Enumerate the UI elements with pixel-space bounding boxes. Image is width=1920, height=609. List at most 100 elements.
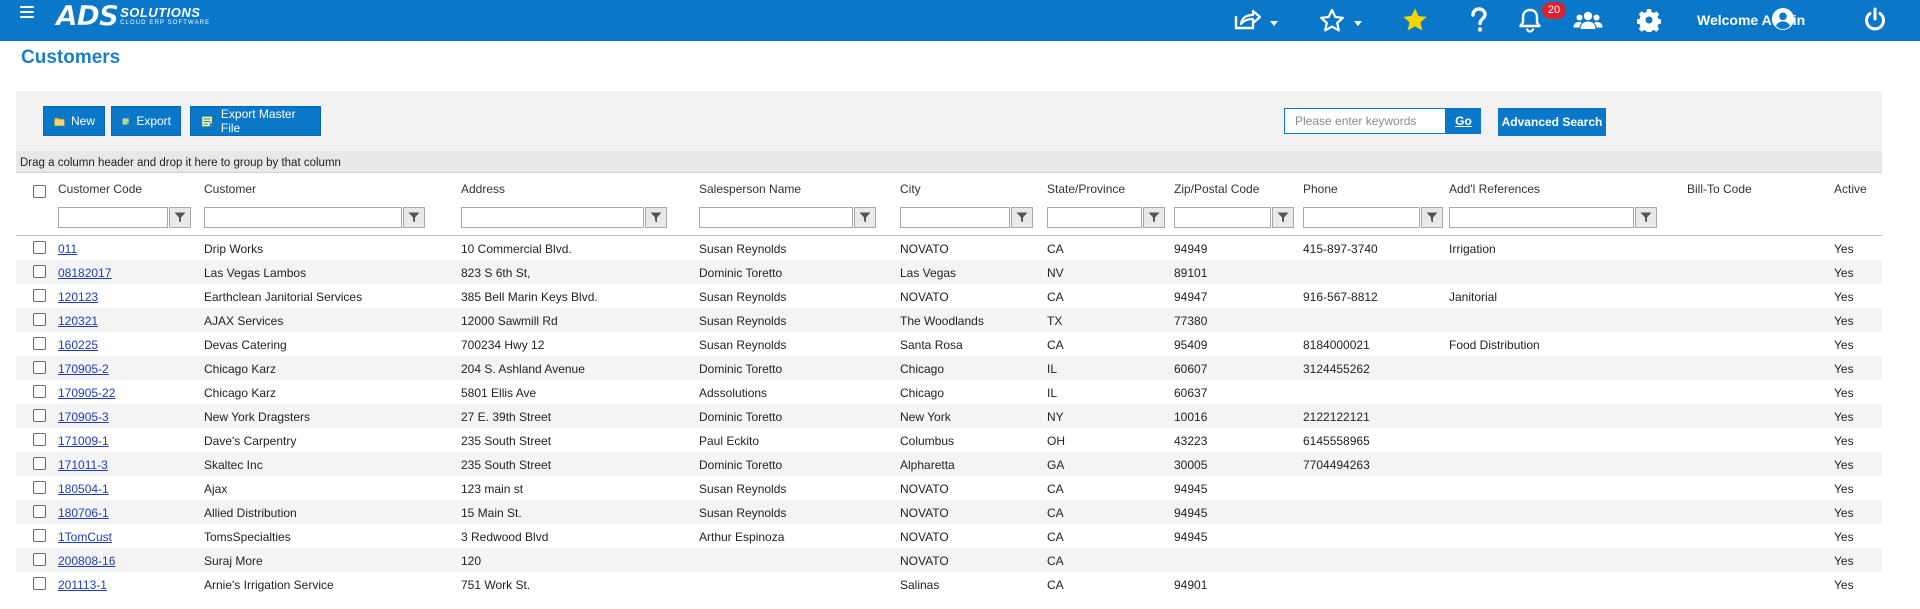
users-icon[interactable] — [1573, 6, 1603, 34]
table-row[interactable]: 120123 Earthclean Janitorial Services 385 … — [16, 284, 1882, 308]
table-row[interactable]: 170905-22 Chicago Karz 5801 Ellis Ave Adsso… — [16, 380, 1882, 404]
column-header-state[interactable]: State/Province — [1047, 182, 1126, 196]
column-header-salesperson[interactable]: Salesperson Name — [699, 182, 802, 196]
column-header-phone[interactable]: Phone — [1303, 182, 1338, 196]
table-row[interactable]: 120321 AJAX Services 12000 Sawmill Rd Susan… — [16, 308, 1882, 332]
row-checkbox[interactable] — [33, 313, 46, 326]
column-header-customer-code[interactable]: Customer Code — [58, 182, 143, 196]
filter-input-state[interactable] — [1047, 207, 1142, 228]
row-checkbox[interactable] — [33, 505, 46, 518]
row-checkbox[interactable] — [33, 481, 46, 494]
filter-input-references[interactable] — [1449, 207, 1634, 228]
select-all-checkbox[interactable] — [33, 185, 46, 198]
row-checkbox[interactable] — [33, 289, 46, 302]
filter-icon[interactable] — [1635, 207, 1657, 228]
customer-code-link[interactable]: 170905-22 — [58, 386, 116, 400]
column-header-address[interactable]: Address — [461, 182, 506, 196]
filter-icon[interactable] — [1011, 207, 1033, 228]
row-checkbox[interactable] — [33, 241, 46, 254]
table-row[interactable]: 180504-1 Ajax 123 main st Susan Reynolds NOV… — [16, 476, 1882, 500]
customer-code-link[interactable]: 171009-1 — [58, 434, 109, 448]
table-row[interactable]: 171011-3 Skaltec Inc 235 South Street Domin… — [16, 452, 1882, 476]
column-header-zip[interactable]: Zip/Postal Code — [1174, 182, 1260, 196]
customer-code-link[interactable]: 170905-2 — [58, 362, 109, 376]
row-checkbox[interactable] — [33, 553, 46, 566]
customer-code-link[interactable]: 180504-1 — [58, 482, 109, 496]
filter-icon[interactable] — [169, 207, 191, 228]
table-row[interactable]: 170905-3 New York Dragsters 27 E. 39th Str… — [16, 404, 1882, 428]
table-row[interactable]: 171009-1 Dave's Carpentry 235 South Street… — [16, 428, 1882, 452]
search-input[interactable] — [1284, 108, 1446, 134]
filter-icon[interactable] — [645, 207, 667, 228]
filter-icon[interactable] — [854, 207, 876, 228]
user-circle-icon[interactable] — [1768, 5, 1798, 33]
filter-input-address[interactable] — [461, 207, 644, 228]
share-icon[interactable] — [1232, 6, 1262, 34]
export-button[interactable]: Export — [111, 106, 181, 136]
row-checkbox[interactable] — [33, 385, 46, 398]
group-by-panel[interactable]: Drag a column header and drop it here to… — [16, 151, 1882, 172]
customer-code-link[interactable]: 1TomCust — [58, 530, 113, 544]
table-row[interactable]: 160225 Devas Catering 700234 Hwy 12 Susan R… — [16, 332, 1882, 356]
customer-code-link[interactable]: 011 — [58, 242, 78, 256]
menu-icon[interactable] — [20, 6, 34, 18]
table-row[interactable]: 1TomCust TomsSpecialties 3 Redwood Blvd Art… — [16, 524, 1882, 548]
customer-code-link[interactable]: 08182017 — [58, 266, 112, 280]
favorites-dropdown-caret[interactable] — [1354, 21, 1362, 26]
filter-icon[interactable] — [1272, 207, 1294, 228]
share-dropdown-caret[interactable] — [1270, 21, 1278, 26]
cell-active: Yes — [1834, 578, 1854, 592]
customer-code-link[interactable]: 171011-3 — [58, 458, 108, 472]
table-row[interactable]: 200808-16 Suraj More 120 NOVATO CA Yes — [16, 548, 1882, 572]
column-header-active[interactable]: Active — [1834, 182, 1867, 196]
row-checkbox[interactable] — [33, 529, 46, 542]
filter-input-phone[interactable] — [1303, 207, 1420, 228]
row-checkbox[interactable] — [33, 409, 46, 422]
filter-input-salesperson[interactable] — [699, 207, 853, 228]
gear-icon[interactable] — [1634, 6, 1664, 34]
row-checkbox[interactable] — [33, 337, 46, 350]
bell-icon[interactable] — [1515, 6, 1545, 34]
customer-code-link[interactable]: 201113-1 — [58, 578, 107, 592]
filter-icon[interactable] — [403, 207, 425, 228]
customer-code-link[interactable]: 160225 — [58, 338, 99, 352]
table-row[interactable]: 011 Drip Works 10 Commercial Blvd. Susan Re… — [16, 236, 1882, 260]
cell-active: Yes — [1834, 362, 1854, 376]
column-header-references[interactable]: Add'l References — [1449, 182, 1541, 196]
star-outline-icon[interactable] — [1317, 6, 1347, 34]
advanced-search-button[interactable]: Advanced Search — [1498, 108, 1606, 136]
customer-code-link[interactable]: 170905-3 — [58, 410, 109, 424]
column-header-bill-to-code[interactable]: Bill-To Code — [1687, 182, 1752, 196]
filter-icon[interactable] — [1421, 207, 1443, 228]
filter-input-customer-code[interactable] — [58, 207, 168, 228]
filter-icon[interactable] — [1143, 207, 1165, 228]
power-icon[interactable] — [1860, 6, 1890, 34]
new-button[interactable]: New — [43, 106, 105, 136]
cell-city: Chicago — [900, 362, 945, 376]
row-checkbox[interactable] — [33, 265, 46, 278]
filter-input-customer[interactable] — [204, 207, 402, 228]
logo[interactable]: ADS SOLUTIONS CLOUD ERP SOFTWARE — [56, 1, 210, 30]
export-master-file-button[interactable]: Export Master File — [190, 106, 321, 136]
cell-state: IL — [1047, 386, 1058, 400]
table-row[interactable]: 201113-1 Arnie's Irrigation Service 751 Wo… — [16, 572, 1882, 596]
filter-input-city[interactable] — [900, 207, 1010, 228]
customer-code-link[interactable]: 180706-1 — [58, 506, 109, 520]
row-checkbox[interactable] — [33, 433, 46, 446]
row-checkbox[interactable] — [33, 457, 46, 470]
customer-code-link[interactable]: 120123 — [58, 290, 99, 304]
customer-code-link[interactable]: 120321 — [58, 314, 99, 328]
help-icon[interactable] — [1464, 6, 1494, 34]
row-checkbox[interactable] — [33, 577, 46, 590]
column-header-customer[interactable]: Customer — [204, 182, 257, 196]
filter-input-zip[interactable] — [1174, 207, 1271, 228]
table-row[interactable]: 180706-1 Allied Distribution 15 Main St. Su… — [16, 500, 1882, 524]
go-button[interactable]: Go — [1446, 108, 1481, 134]
star-filled-icon[interactable] — [1400, 6, 1430, 34]
table-row[interactable]: 170905-2 Chicago Karz 204 S. Ashland Avenu… — [16, 356, 1882, 380]
table-row[interactable]: 08182017 Las Vegas Lambos 823 S 6th St, Do… — [16, 260, 1882, 284]
row-checkbox[interactable] — [33, 361, 46, 374]
cell-city: NOVATO — [900, 242, 949, 256]
customer-code-link[interactable]: 200808-16 — [58, 554, 116, 568]
column-header-city[interactable]: City — [900, 182, 921, 196]
